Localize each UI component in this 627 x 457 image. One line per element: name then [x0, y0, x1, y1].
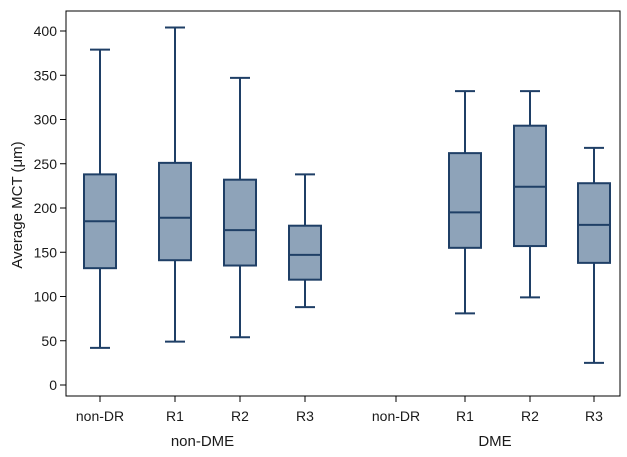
iqr-box: [577, 182, 611, 264]
y-axis-title: Average MCT (μm): [9, 141, 26, 268]
y-axis: 0 50 100 150 200 250 300 350 400: [34, 23, 66, 393]
y-tick-label: 150: [34, 244, 58, 260]
box-DME-R3: [577, 146, 611, 364]
box-DME-R1: [448, 90, 482, 315]
y-tick-label: 100: [34, 289, 58, 305]
iqr-box: [158, 161, 192, 262]
x-tick-label: R1: [166, 408, 184, 424]
box-non-DME-R3: [288, 173, 322, 309]
x-tick-label: R1: [456, 408, 474, 424]
iqr-box: [448, 152, 482, 249]
x-axis: non-DR R1 R2 R3 non-DME non-DR R1 R2 R3 DME: [76, 396, 603, 450]
y-tick-label: 250: [34, 156, 58, 172]
y-tick-label: 200: [34, 200, 58, 216]
x-tick-label: R3: [585, 408, 603, 424]
x-tick-label: non-DR: [76, 408, 124, 424]
iqr-box: [223, 178, 257, 267]
y-tick-label: 350: [34, 67, 58, 83]
x-tick-label: non-DR: [372, 408, 420, 424]
group-label-non-DME: non-DME: [171, 433, 234, 450]
boxes-layer: [83, 26, 611, 364]
x-tick-label: R2: [231, 408, 249, 424]
box-DME-R2: [513, 90, 547, 299]
plot-frame: [65, 10, 621, 397]
y-tick-label: 50: [41, 333, 57, 349]
iqr-box: [288, 224, 322, 281]
box-non-DME-R2: [223, 76, 257, 339]
y-tick-label: 0: [49, 377, 57, 393]
x-tick-label: R2: [521, 408, 539, 424]
x-tick-label: R3: [296, 408, 314, 424]
y-tick-label: 400: [34, 23, 58, 39]
group-label-DME: DME: [478, 433, 511, 450]
box-non-DME-non-DR: [83, 48, 117, 349]
box-non-DME-R1: [158, 26, 192, 343]
y-tick-label: 300: [34, 112, 58, 128]
